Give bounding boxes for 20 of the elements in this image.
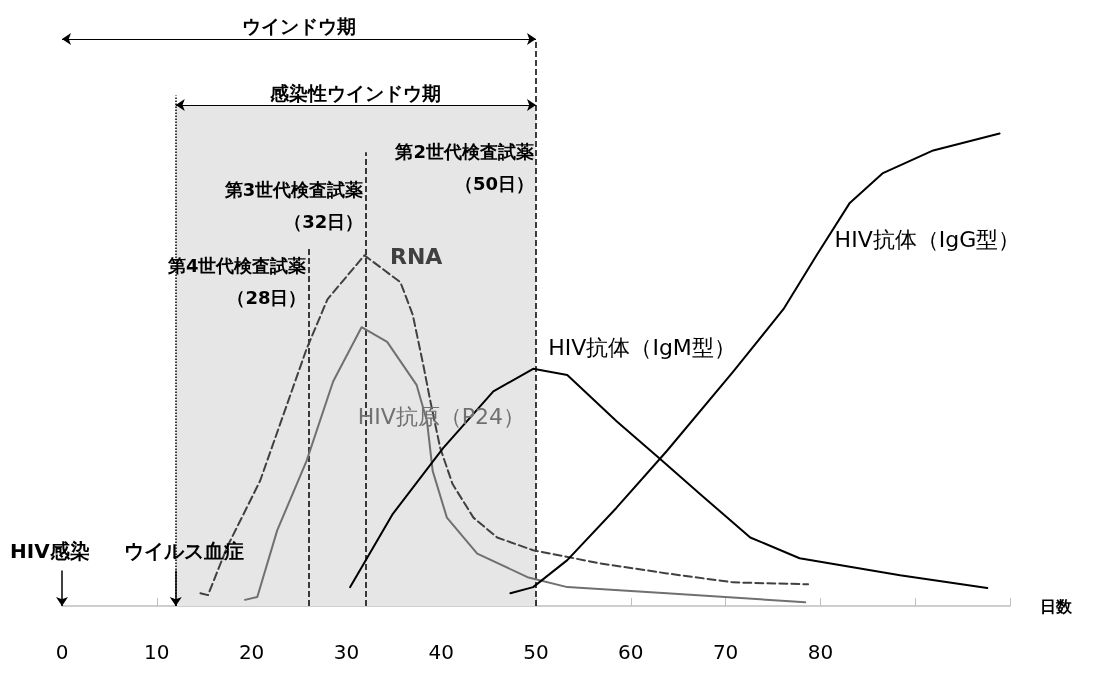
x-tick-label: 50: [523, 640, 549, 664]
ref-line-label: 第2世代検査試薬（50日）: [394, 141, 534, 195]
x-tick-label: 20: [238, 640, 265, 664]
x-tick-label: 30: [333, 640, 360, 664]
x-tick-label: 10: [144, 640, 170, 664]
series-label: RNA: [390, 243, 443, 269]
series-label: HIV抗体（IgG型）: [834, 226, 1021, 252]
x-tick-label: 40: [428, 640, 454, 664]
x-tick-label: 60: [618, 640, 644, 664]
x-tick-label: 80: [807, 640, 834, 664]
annotation: ウイルス血症: [123, 539, 244, 564]
series-label: HIV抗体（IgM型）: [548, 335, 736, 361]
band-label: 感染性ウインドウ期: [269, 81, 442, 104]
annotation: HIV感染: [10, 539, 90, 564]
text: ウインドウ期: [242, 15, 356, 38]
x-axis-title: 日数: [1040, 596, 1073, 616]
ref-line-label: 第4世代検査試薬（28日）: [166, 254, 307, 308]
x-tick-label: 70: [712, 640, 739, 664]
x-tick-label: 0: [55, 640, 69, 664]
ref-line-label: 第3世代検査試薬（32日）: [223, 178, 364, 232]
